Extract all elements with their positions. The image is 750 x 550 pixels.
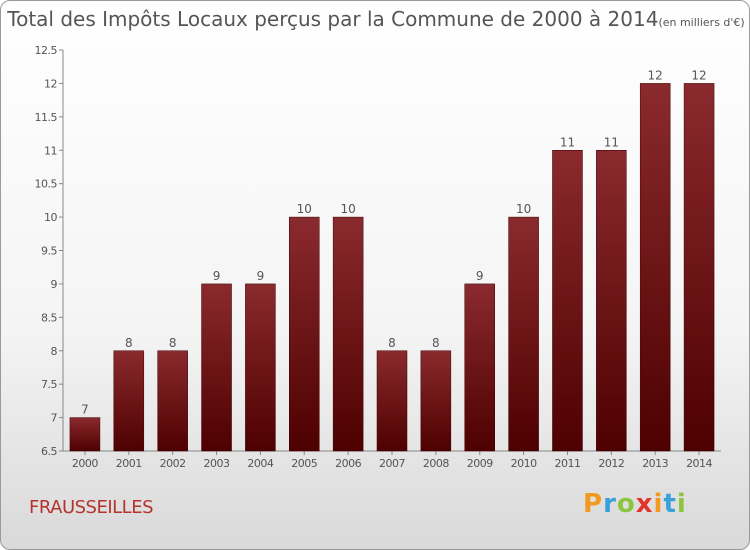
- logo-letter: r: [603, 489, 617, 519]
- bar-2008: [420, 350, 452, 452]
- logo-letter: P: [583, 489, 604, 519]
- bar-2009: [464, 283, 495, 452]
- y-tick-label: 11.5: [35, 111, 58, 124]
- x-tick-label: 2003: [204, 457, 230, 470]
- bar-2014: [683, 83, 715, 452]
- bar-2010: [508, 216, 539, 452]
- value-label: 9: [476, 269, 484, 283]
- x-tick-label: 2008: [423, 457, 449, 470]
- x-tick-label: 2011: [554, 457, 580, 470]
- logo-letter: x: [635, 489, 654, 519]
- bar-2011: [552, 150, 583, 452]
- y-tick-label: 8.5: [41, 311, 57, 324]
- logo-letter: t: [663, 489, 677, 519]
- value-label: 7: [81, 403, 89, 417]
- value-label: 9: [257, 269, 265, 283]
- value-label: 10: [340, 202, 355, 216]
- x-tick-label: 2005: [291, 457, 317, 470]
- y-tick-label: 12.5: [35, 44, 58, 57]
- chart-title-main: Total des Impôts Locaux perçus par la Co…: [7, 7, 659, 31]
- logo-letter: o: [616, 489, 636, 519]
- y-tick-label: 11: [44, 144, 57, 157]
- x-tick-label: 2002: [160, 457, 186, 470]
- value-label: 8: [125, 336, 133, 350]
- bar-2000: [69, 417, 101, 452]
- y-tick-label: 7: [51, 412, 58, 425]
- x-tick-label: 2006: [335, 457, 361, 470]
- y-tick-label: 9.5: [41, 245, 57, 258]
- x-tick-label: 2010: [511, 457, 537, 470]
- bar-2004: [245, 283, 276, 452]
- y-tick-label: 10: [44, 211, 57, 224]
- y-tick-label: 9: [51, 278, 58, 291]
- y-tick-label: 6.5: [41, 445, 57, 458]
- y-tick-label: 7.5: [41, 378, 57, 391]
- commune-name: FRAUSSEILLES: [29, 497, 154, 518]
- bar-2012: [596, 150, 627, 452]
- x-tick-label: 2012: [598, 457, 624, 470]
- logo-letter: i: [676, 489, 687, 519]
- x-tick-label: 2013: [642, 457, 668, 470]
- value-label: 8: [432, 336, 440, 350]
- bar-2002: [157, 350, 188, 452]
- proxiti-logo: Proxiti: [583, 489, 687, 519]
- x-tick-label: 2000: [72, 457, 98, 470]
- bar-2013: [639, 83, 671, 452]
- bar-2007: [376, 350, 408, 452]
- x-tick-label: 2004: [247, 457, 273, 470]
- value-label: 10: [516, 202, 531, 216]
- value-label: 9: [213, 269, 221, 283]
- x-tick-label: 2001: [116, 457, 142, 470]
- bars: [69, 83, 715, 452]
- axes: 6.5 7 7.5 8 8.5 9 9.5 10 10.5 11 11.5 12 12.5 2000 200…: [35, 44, 721, 470]
- value-labels: 7 8 8 9 9 10 10 8 8 9 10 11 11 12 12: [81, 68, 707, 416]
- value-label: 12: [691, 68, 706, 82]
- value-label: 8: [388, 336, 396, 350]
- x-tick-label: 2009: [467, 457, 493, 470]
- value-label: 11: [604, 135, 619, 149]
- x-tick-label: 2007: [379, 457, 405, 470]
- bar-2005: [289, 216, 320, 452]
- y-tick-label: 10.5: [35, 178, 58, 191]
- value-label: 10: [297, 202, 312, 216]
- logo-letter: i: [653, 489, 664, 519]
- chart-title-unit: (en milliers d'€): [658, 16, 745, 29]
- value-label: 12: [648, 68, 663, 82]
- chart-title: Total des Impôts Locaux perçus par la Co…: [1, 7, 749, 31]
- bar-2001: [113, 350, 145, 452]
- x-tick-label: 2014: [686, 457, 712, 470]
- y-tick-label: 8: [51, 345, 58, 358]
- value-label: 11: [560, 135, 575, 149]
- y-tick-label: 12: [44, 77, 57, 90]
- bar-2006: [332, 216, 364, 452]
- bar-2003: [201, 283, 232, 452]
- value-label: 8: [169, 336, 177, 350]
